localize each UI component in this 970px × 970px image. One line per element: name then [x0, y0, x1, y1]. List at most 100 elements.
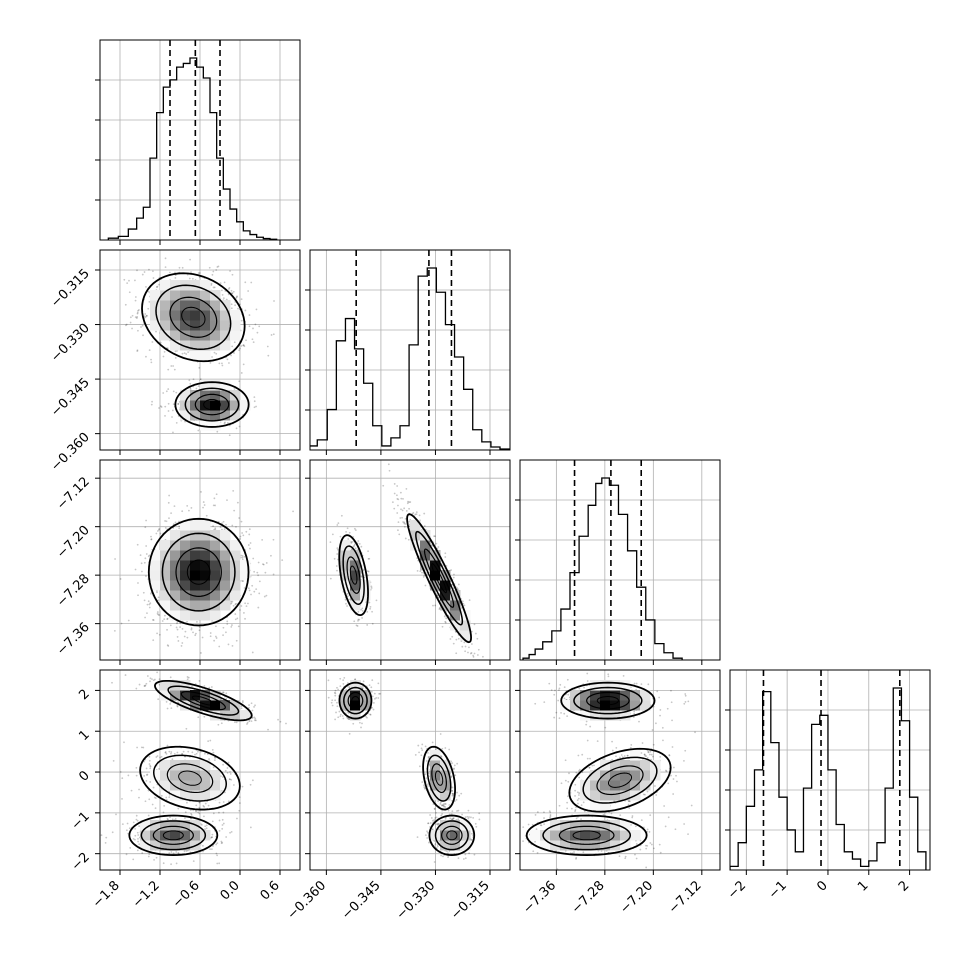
- scatter-point: [470, 643, 473, 645]
- scatter-point: [272, 573, 275, 576]
- scatter-point: [249, 542, 252, 544]
- scatter-point: [351, 540, 354, 543]
- scatter-point: [358, 543, 361, 545]
- scatter-point: [457, 588, 459, 591]
- scatter-point: [212, 845, 214, 848]
- scatter-point: [135, 818, 138, 821]
- scatter-point: [248, 704, 250, 706]
- scatter-point: [168, 750, 171, 753]
- scatter-point: [212, 766, 215, 769]
- density-cell: [160, 330, 171, 341]
- scatter-point: [199, 378, 202, 381]
- scatter-point: [229, 773, 232, 775]
- hist-bar: [596, 483, 602, 660]
- density-cell: [170, 550, 181, 561]
- density-cell: [170, 340, 181, 351]
- scatter-point: [360, 545, 363, 548]
- scatter-point: [241, 556, 244, 559]
- scatter-point: [231, 524, 234, 527]
- scatter-point: [239, 609, 241, 611]
- contour: [415, 530, 464, 626]
- scatter-point: [207, 740, 210, 743]
- scatter-point: [172, 390, 175, 393]
- density-cell: [170, 580, 181, 591]
- scatter-point: [360, 575, 363, 578]
- scatter-point: [188, 509, 190, 512]
- hist-panel-2: [515, 459, 721, 665]
- scatter-point: [192, 631, 194, 634]
- scatter-point: [229, 771, 231, 773]
- scatter-point: [155, 532, 158, 535]
- scatter-point: [472, 654, 475, 657]
- scatter-point: [158, 283, 160, 286]
- scatter-point: [350, 548, 353, 551]
- hist-step: [107, 57, 278, 240]
- scatter-point: [222, 626, 225, 629]
- density-cell: [210, 610, 221, 621]
- scatter-point: [230, 626, 233, 628]
- scatter-point: [230, 778, 233, 781]
- scatter-point: [407, 538, 410, 541]
- scatter-point: [209, 848, 212, 851]
- scatter-point: [165, 390, 168, 393]
- density-cell: [160, 540, 171, 551]
- scatter-point: [248, 706, 250, 709]
- scatter-point: [170, 512, 173, 515]
- scatter-point: [257, 606, 260, 609]
- density-cell: [200, 280, 211, 291]
- scatter-point: [240, 298, 243, 301]
- density-cell: [200, 580, 211, 591]
- scatter-point: [230, 307, 233, 310]
- scatter-point: [238, 380, 241, 383]
- scatter-point: [227, 643, 230, 646]
- scatter-point: [168, 494, 171, 497]
- scatter-point: [164, 614, 166, 617]
- scatter-point: [226, 623, 229, 625]
- contour: [406, 513, 472, 644]
- scatter-point: [142, 746, 145, 749]
- scatter-point: [197, 385, 200, 387]
- scatter-point: [198, 272, 201, 274]
- scatter-point: [222, 801, 225, 803]
- density-cell: [220, 550, 231, 561]
- density-cell: [190, 410, 201, 421]
- scatter-point: [403, 507, 406, 510]
- scatter-point: [210, 686, 213, 688]
- scatter-point: [164, 257, 167, 260]
- scatter-point: [149, 677, 152, 680]
- scatter-point: [272, 333, 275, 336]
- scatter-point: [232, 489, 235, 492]
- contour: [155, 284, 232, 351]
- scatter-point: [157, 613, 160, 616]
- scatter-point: [160, 406, 163, 408]
- scatter-point: [192, 860, 195, 862]
- scatter-point: [422, 576, 425, 578]
- scatter-point: [202, 501, 205, 503]
- density-cell: [200, 410, 211, 421]
- scatter-point: [154, 797, 157, 800]
- scatter-point: [409, 501, 412, 503]
- scatter-point: [146, 774, 148, 776]
- scatter-point: [367, 570, 370, 573]
- scatter-point: [125, 323, 128, 326]
- scatter-point: [198, 366, 201, 369]
- scatter-point: [111, 831, 114, 834]
- scatter-point: [244, 309, 247, 312]
- scatter-point: [182, 750, 185, 753]
- scatter-point: [194, 634, 197, 637]
- scatter-point: [241, 555, 244, 557]
- density-cell: [150, 310, 161, 321]
- scatter-point: [149, 764, 152, 767]
- scatter-point: [367, 550, 369, 553]
- scatter-point: [250, 702, 253, 705]
- scatter-point: [190, 628, 193, 631]
- scatter-point: [347, 538, 350, 540]
- panel-frame: [519, 459, 721, 661]
- contour: [342, 545, 365, 605]
- scatter-point: [346, 605, 348, 607]
- scatter-point: [134, 834, 137, 837]
- scatter-point: [125, 324, 127, 327]
- scatter-point: [277, 718, 279, 721]
- scatter-point: [226, 358, 229, 361]
- scatter-point: [161, 620, 164, 622]
